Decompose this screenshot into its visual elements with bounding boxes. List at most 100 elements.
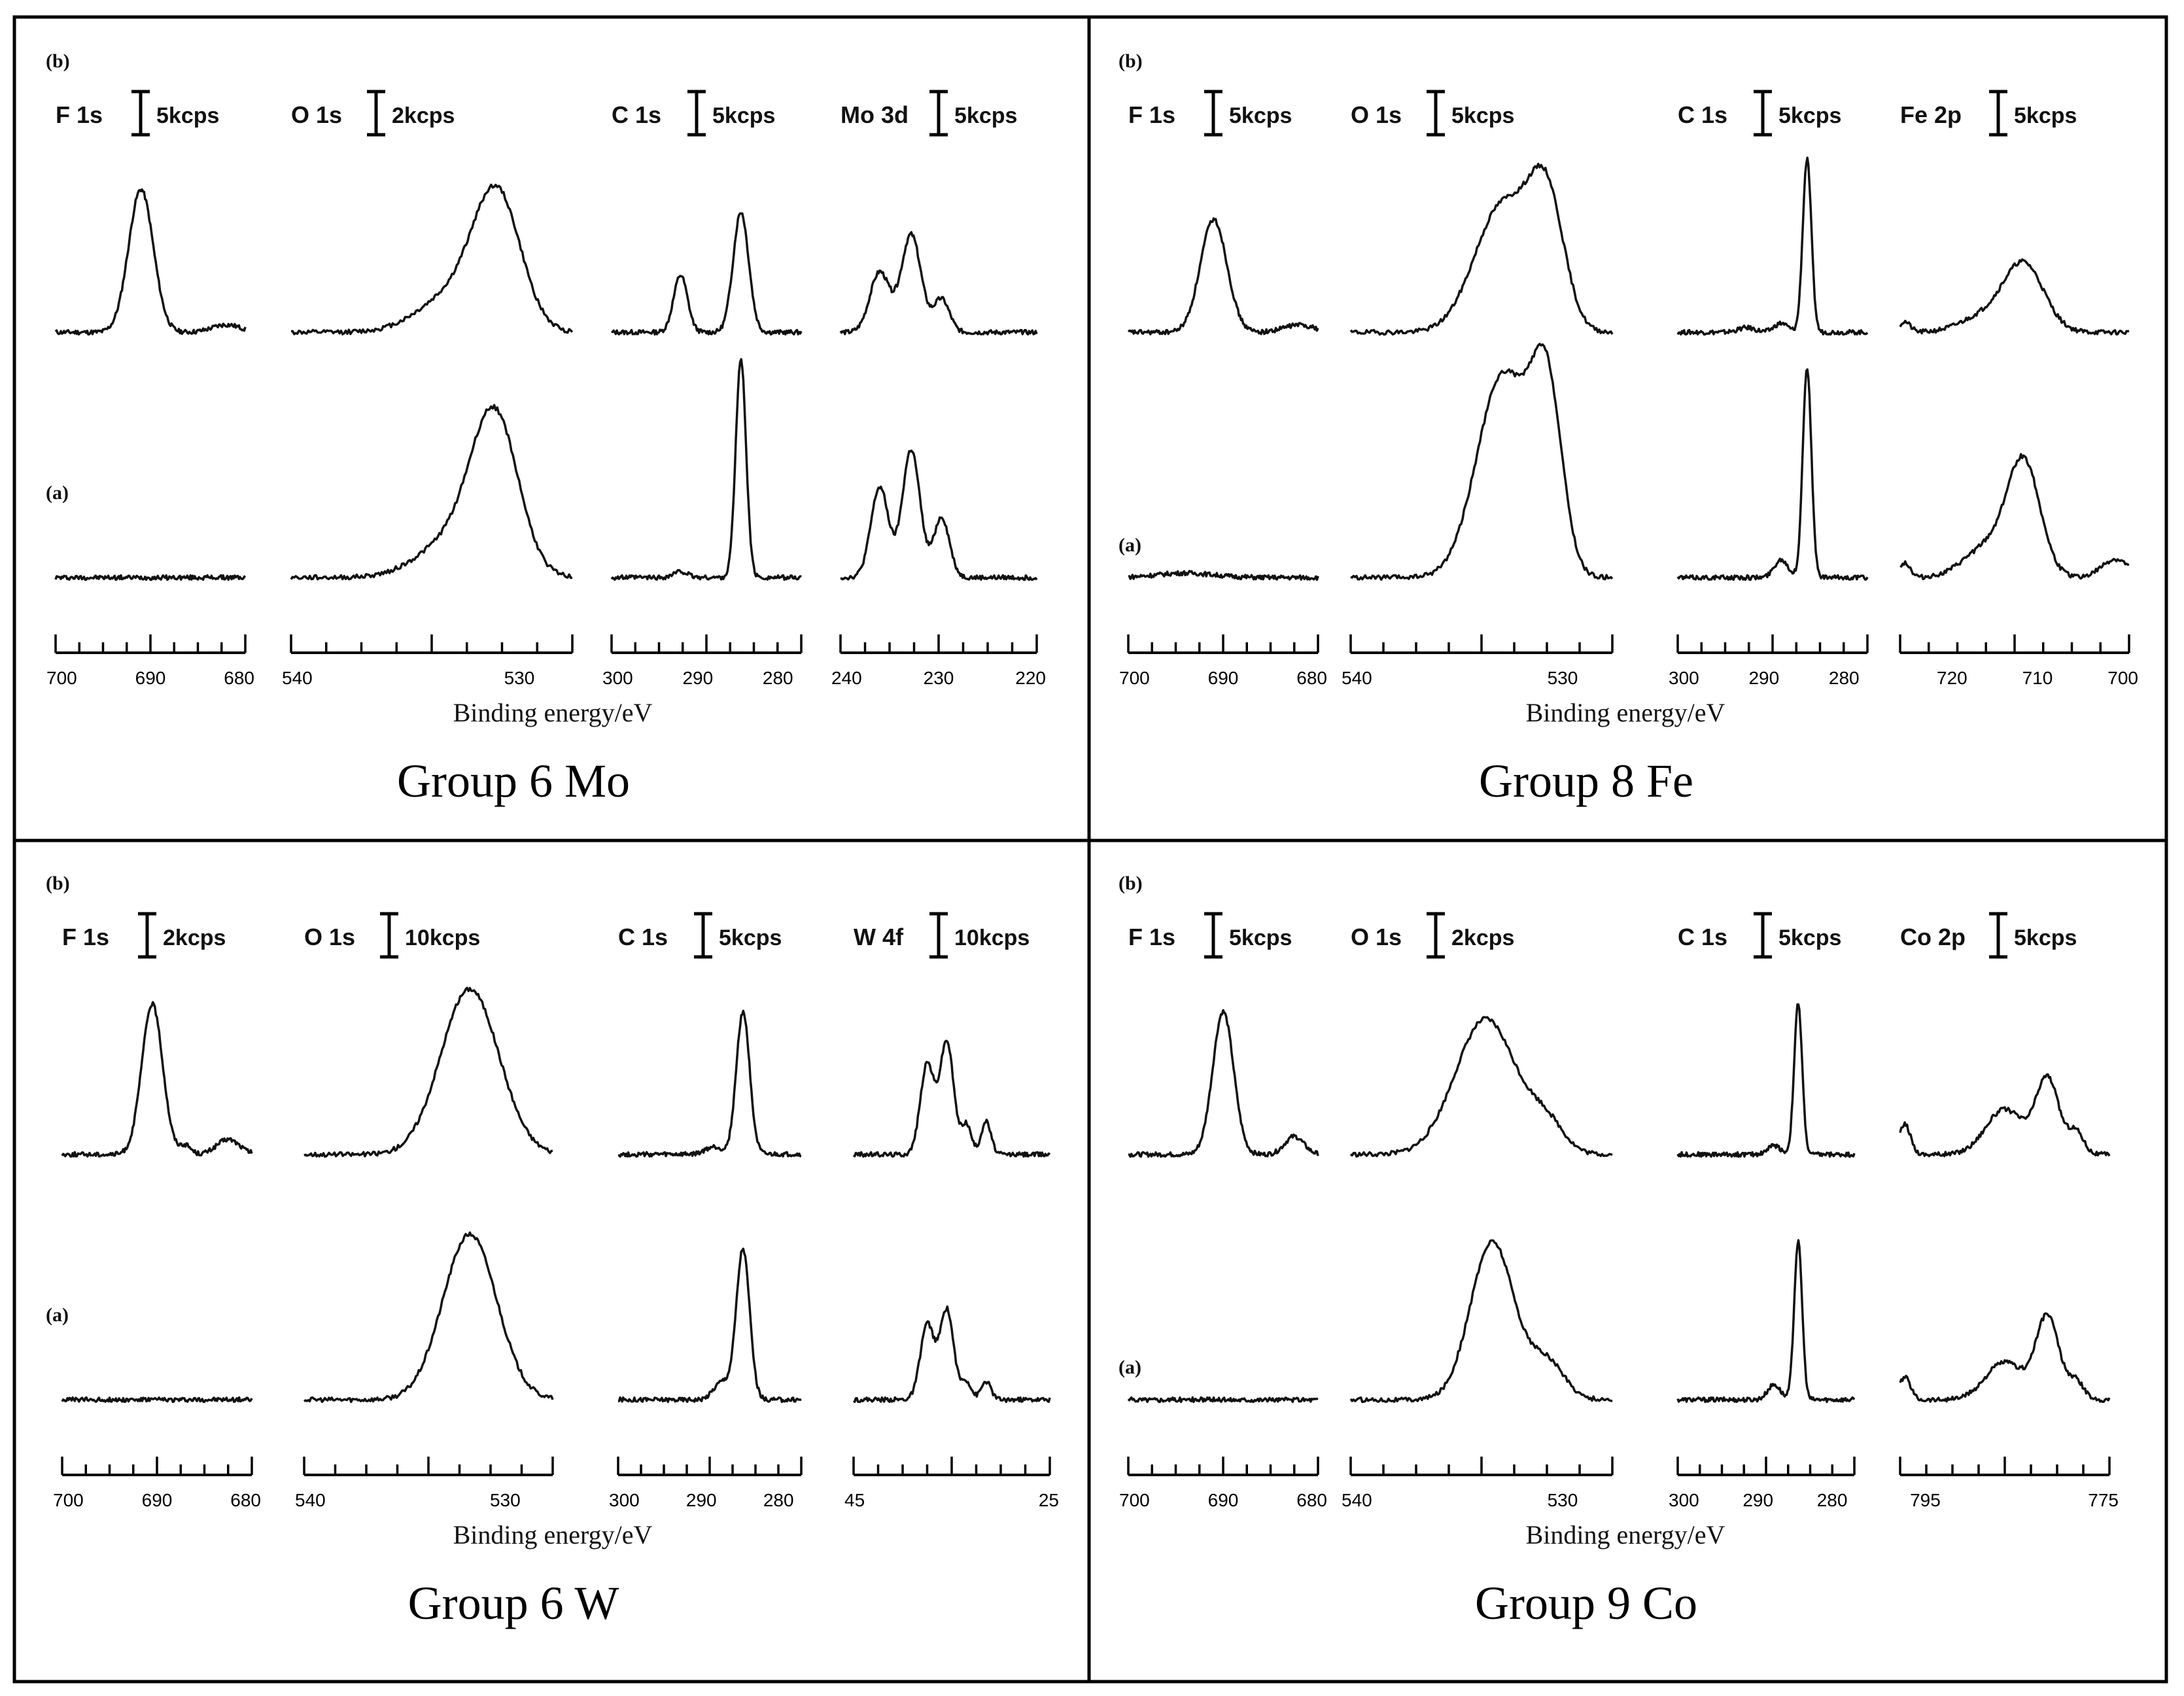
element-label: F 1s xyxy=(1128,101,1175,128)
subplot-c-1s: C 1s 5kcps 300 290 280 xyxy=(1669,90,1869,688)
spectrum-a xyxy=(617,1247,802,1404)
spectrum-b xyxy=(1349,162,1614,336)
subplot-mo-3d: Mo 3d 5kcps 240 230 220 xyxy=(831,90,1046,688)
spectrum-b xyxy=(852,1039,1051,1158)
scale-label: 10kcps xyxy=(954,926,1030,950)
subplot-o-1s: O 1s 2kcps 540 530 xyxy=(282,90,574,688)
subplot-co-2p: Co 2p 5kcps 795 775 xyxy=(1899,912,2119,1510)
subplot-c-1s: C 1s 5kcps 300 290 280 xyxy=(1669,912,1856,1510)
element-label: O 1s xyxy=(1351,101,1402,128)
element-label: C 1s xyxy=(618,924,668,950)
state-label-b: (b) xyxy=(1118,50,1143,72)
x-tick-label: 680 xyxy=(1296,668,1327,688)
scale-label: 2kcps xyxy=(163,926,226,950)
spectrum-a xyxy=(610,358,802,581)
state-label-a: (a) xyxy=(46,1304,69,1326)
element-label: O 1s xyxy=(304,924,355,950)
element-label: O 1s xyxy=(1351,924,1402,950)
scale-label: 5kcps xyxy=(2014,926,2077,950)
x-axis-title: Binding energy/eV xyxy=(453,1520,653,1549)
panel-4: (b) (a) F 1s 5kcps 700 690 680 O 1s 2kcps 540 530 C… xyxy=(1118,873,2119,1629)
state-label-b: (b) xyxy=(46,873,70,894)
subplot-c-1s: C 1s 5kcps 300 290 280 xyxy=(609,912,803,1510)
x-tick-label: 300 xyxy=(1669,1490,1699,1510)
subplot-o-1s: O 1s 5kcps 540 530 xyxy=(1342,90,1614,688)
x-axis-title: Binding energy/eV xyxy=(1526,1520,1725,1549)
spectrum-b xyxy=(1899,1073,2111,1158)
x-axis-title: Binding energy/eV xyxy=(1526,698,1725,727)
element-label: F 1s xyxy=(62,924,109,950)
element-label: Mo 3d xyxy=(841,101,909,128)
spectrum-a xyxy=(61,1396,253,1404)
x-tick-label: 690 xyxy=(1208,1490,1239,1510)
x-tick-label: 300 xyxy=(1669,668,1699,688)
scale-label: 2kcps xyxy=(392,103,455,128)
x-tick-label: 700 xyxy=(1119,668,1150,688)
x-tick-label: 230 xyxy=(924,668,954,688)
subplot-f-1s: F 1s 5kcps 700 690 680 xyxy=(1119,912,1327,1510)
element-label: C 1s xyxy=(612,101,661,128)
subplot-f-1s: F 1s 5kcps 700 690 680 xyxy=(46,90,254,688)
x-tick-label: 690 xyxy=(135,668,166,688)
x-tick-label: 240 xyxy=(831,668,862,688)
spectrum-a xyxy=(1127,1396,1319,1404)
x-tick-label: 280 xyxy=(1829,668,1860,688)
spectrum-b xyxy=(290,183,574,336)
subplot-o-1s: O 1s 2kcps 540 530 xyxy=(1342,912,1614,1510)
element-label: F 1s xyxy=(56,101,103,128)
spectrum-b xyxy=(1676,1003,1856,1158)
state-label-a: (a) xyxy=(46,482,69,504)
element-label: Fe 2p xyxy=(1900,101,1962,128)
x-tick-label: 280 xyxy=(763,1490,794,1510)
scale-label: 2kcps xyxy=(1451,926,1514,950)
spectrum-b xyxy=(1899,258,2130,336)
spectrum-a xyxy=(1676,368,1869,581)
element-label: C 1s xyxy=(1678,924,1727,950)
spectrum-b xyxy=(61,1001,253,1158)
spectrum-b xyxy=(54,188,247,336)
spectrum-b xyxy=(1128,1009,1319,1158)
x-tick-label: 700 xyxy=(53,1490,84,1510)
scale-label: 5kcps xyxy=(954,103,1017,128)
scale-label: 5kcps xyxy=(712,103,775,128)
panel-title: Group 6 Mo xyxy=(397,755,630,807)
x-axis-title: Binding energy/eV xyxy=(453,698,653,727)
state-label-a: (a) xyxy=(1118,534,1141,556)
x-tick-label: 280 xyxy=(763,668,793,688)
x-tick-label: 540 xyxy=(295,1490,326,1510)
spectrum-a xyxy=(1676,1239,1856,1404)
x-tick-label: 530 xyxy=(490,1490,521,1510)
x-tick-label: 680 xyxy=(1296,1490,1327,1510)
panel-title: Group 9 Co xyxy=(1475,1577,1697,1629)
spectrum-a xyxy=(852,1305,1051,1404)
x-tick-label: 280 xyxy=(1817,1490,1848,1510)
x-tick-label: 720 xyxy=(1937,668,1967,688)
state-label-b: (b) xyxy=(46,50,70,72)
scale-label: 5kcps xyxy=(1451,103,1514,128)
spectrum-b xyxy=(839,231,1038,336)
element-label: C 1s xyxy=(1678,101,1727,128)
x-tick-label: 290 xyxy=(1748,668,1779,688)
scale-label: 10kcps xyxy=(405,926,480,950)
spectrum-b xyxy=(1349,1016,1613,1158)
x-tick-label: 700 xyxy=(1119,1490,1150,1510)
subplot-fe-2p: Fe 2p 5kcps 720 710 700 xyxy=(1899,90,2138,688)
x-tick-label: 710 xyxy=(2022,668,2053,688)
panel-3: (b) (a) F 1s 2kcps 700 690 680 O 1s 10kcps 540 530… xyxy=(46,873,1059,1629)
panel-title: Group 8 Fe xyxy=(1479,755,1693,807)
scale-label: 5kcps xyxy=(1778,103,1841,128)
x-tick-label: 700 xyxy=(2107,668,2138,688)
element-label: O 1s xyxy=(291,101,342,128)
x-tick-label: 775 xyxy=(2088,1490,2119,1510)
scale-label: 5kcps xyxy=(1229,926,1292,950)
spectrum-a xyxy=(1350,343,1614,581)
state-label-a: (a) xyxy=(1118,1357,1141,1378)
x-tick-label: 540 xyxy=(1342,1490,1372,1510)
spectrum-b xyxy=(1127,217,1319,336)
spectrum-a xyxy=(290,404,573,581)
spectrum-b xyxy=(1676,156,1869,336)
x-tick-label: 700 xyxy=(46,668,77,688)
spectrum-b xyxy=(303,986,553,1158)
scale-label: 5kcps xyxy=(156,103,219,128)
x-tick-label: 530 xyxy=(504,668,535,688)
